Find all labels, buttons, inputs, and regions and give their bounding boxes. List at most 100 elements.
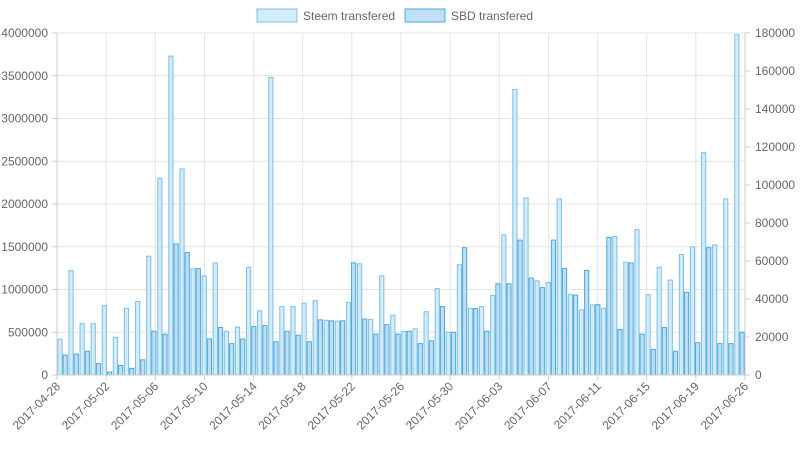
bar-steem[interactable]	[479, 306, 485, 376]
bar-sbd[interactable]	[217, 327, 224, 376]
bar-sbd[interactable]	[273, 341, 279, 376]
bar-sbd[interactable]	[450, 331, 457, 376]
bar-steem[interactable]	[146, 255, 152, 376]
bar-sbd[interactable]	[95, 363, 102, 376]
bar-steem[interactable]	[101, 305, 107, 376]
bar-steem[interactable]	[223, 330, 230, 376]
bar-steem[interactable]	[412, 328, 418, 376]
bar-sbd[interactable]	[306, 341, 312, 376]
bar-sbd[interactable]	[73, 353, 79, 376]
bar-sbd[interactable]	[462, 247, 468, 376]
bar-sbd[interactable]	[439, 306, 446, 376]
bar-steem[interactable]	[368, 318, 374, 376]
bar-steem[interactable]	[268, 76, 274, 376]
bar-sbd[interactable]	[284, 330, 290, 376]
bar-steem[interactable]	[445, 331, 451, 376]
bar-sbd[interactable]	[539, 287, 545, 376]
bar-sbd[interactable]	[495, 283, 501, 376]
bar-sbd[interactable]	[206, 338, 213, 376]
bar-steem[interactable]	[390, 314, 396, 376]
bar-sbd[interactable]	[573, 294, 579, 376]
bar-steem[interactable]	[323, 319, 329, 376]
bar-sbd[interactable]	[517, 239, 523, 376]
bar-sbd[interactable]	[650, 348, 656, 376]
bar-sbd[interactable]	[262, 325, 268, 376]
bar-steem[interactable]	[112, 336, 119, 376]
bar-sbd[interactable]	[561, 268, 568, 376]
bar-steem[interactable]	[345, 301, 352, 376]
bar-sbd[interactable]	[173, 243, 179, 376]
bar-sbd[interactable]	[229, 343, 235, 376]
bar-sbd[interactable]	[328, 320, 335, 376]
bar-steem[interactable]	[501, 234, 507, 376]
bar-steem[interactable]	[589, 304, 596, 376]
bar-steem[interactable]	[712, 244, 718, 376]
bar-steem[interactable]	[490, 294, 496, 376]
bar-steem[interactable]	[645, 294, 651, 376]
bar-steem[interactable]	[168, 55, 174, 376]
bar-sbd[interactable]	[617, 328, 623, 376]
bar-steem[interactable]	[567, 294, 573, 376]
bar-sbd[interactable]	[628, 262, 634, 376]
bar-sbd[interactable]	[384, 324, 390, 376]
bar-sbd[interactable]	[417, 343, 423, 376]
bar-steem[interactable]	[634, 229, 640, 376]
bar-steem[interactable]	[245, 266, 252, 376]
bar-sbd[interactable]	[140, 359, 146, 376]
bar-steem[interactable]	[334, 320, 340, 376]
bar-steem[interactable]	[201, 275, 207, 376]
bar-sbd[interactable]	[606, 236, 612, 376]
bar-sbd[interactable]	[695, 342, 701, 376]
bar-sbd[interactable]	[351, 262, 357, 376]
bar-sbd[interactable]	[484, 330, 490, 376]
bar-steem[interactable]	[68, 270, 74, 376]
bar-steem[interactable]	[135, 300, 141, 376]
bar-steem[interactable]	[234, 326, 241, 376]
bar-sbd[interactable]	[473, 308, 479, 376]
bar-sbd[interactable]	[195, 268, 201, 376]
bar-steem[interactable]	[356, 263, 363, 376]
bar-steem[interactable]	[678, 253, 684, 376]
bar-steem[interactable]	[79, 323, 85, 376]
bar-sbd[interactable]	[728, 343, 734, 376]
bar-steem[interactable]	[578, 309, 585, 376]
bar-sbd[interactable]	[362, 318, 368, 376]
bar-steem[interactable]	[379, 275, 385, 376]
bar-steem[interactable]	[290, 306, 296, 376]
bar-sbd[interactable]	[317, 319, 323, 376]
bar-sbd[interactable]	[661, 327, 667, 376]
bar-sbd[interactable]	[184, 251, 190, 376]
bar-sbd[interactable]	[717, 343, 723, 376]
bar-sbd[interactable]	[595, 304, 601, 376]
bar-steem[interactable]	[523, 197, 529, 376]
bar-steem[interactable]	[279, 306, 285, 376]
bar-steem[interactable]	[700, 152, 707, 376]
bar-steem[interactable]	[212, 262, 218, 376]
bar-sbd[interactable]	[295, 334, 301, 376]
legend-item-steem[interactable]: Steem transfered	[256, 8, 395, 23]
bar-sbd[interactable]	[162, 333, 168, 376]
bar-sbd[interactable]	[506, 283, 512, 376]
bar-sbd[interactable]	[639, 333, 645, 376]
bar-steem[interactable]	[667, 279, 673, 376]
bar-steem[interactable]	[556, 198, 562, 376]
bar-sbd[interactable]	[706, 247, 712, 376]
bar-steem[interactable]	[257, 310, 263, 376]
bar-steem[interactable]	[612, 235, 618, 376]
bar-steem[interactable]	[734, 34, 740, 376]
bar-sbd[interactable]	[251, 326, 257, 376]
bar-steem[interactable]	[545, 282, 551, 376]
bar-sbd[interactable]	[118, 365, 124, 376]
bar-steem[interactable]	[312, 300, 318, 376]
bar-steem[interactable]	[157, 177, 163, 376]
bar-sbd[interactable]	[406, 330, 412, 376]
bar-sbd[interactable]	[550, 239, 557, 376]
bar-steem[interactable]	[467, 307, 474, 376]
bar-sbd[interactable]	[672, 350, 679, 376]
bar-sbd[interactable]	[428, 340, 434, 376]
bar-steem[interactable]	[456, 264, 463, 376]
bar-steem[interactable]	[534, 280, 540, 376]
bar-steem[interactable]	[301, 302, 307, 376]
bar-steem[interactable]	[423, 311, 429, 376]
bar-sbd[interactable]	[129, 367, 135, 376]
